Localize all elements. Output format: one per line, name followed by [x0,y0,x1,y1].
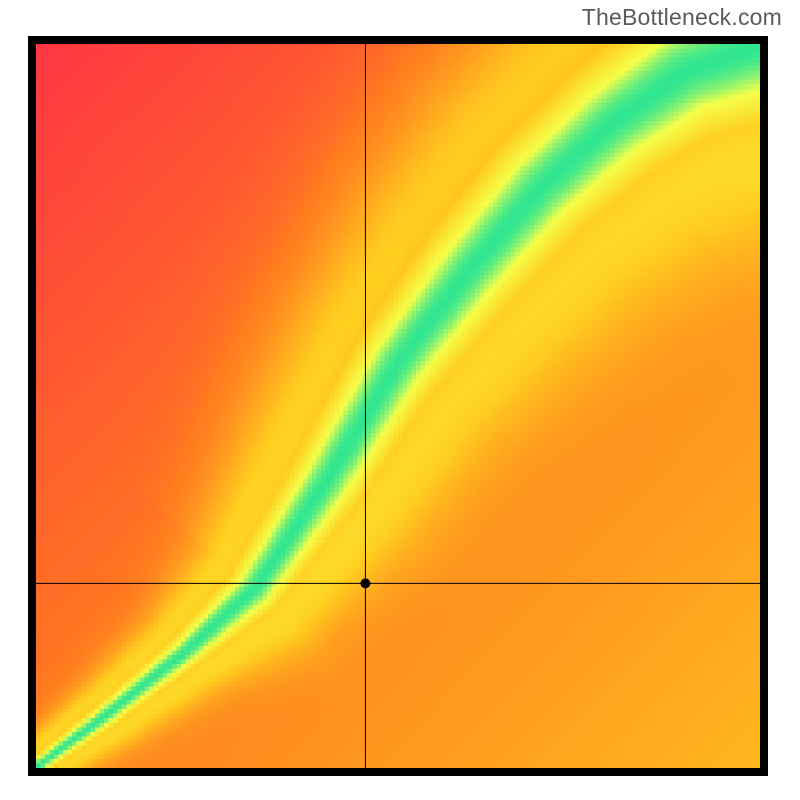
watermark: TheBottleneck.com [582,4,782,31]
heatmap-canvas [36,44,760,768]
plot-frame [28,36,768,776]
